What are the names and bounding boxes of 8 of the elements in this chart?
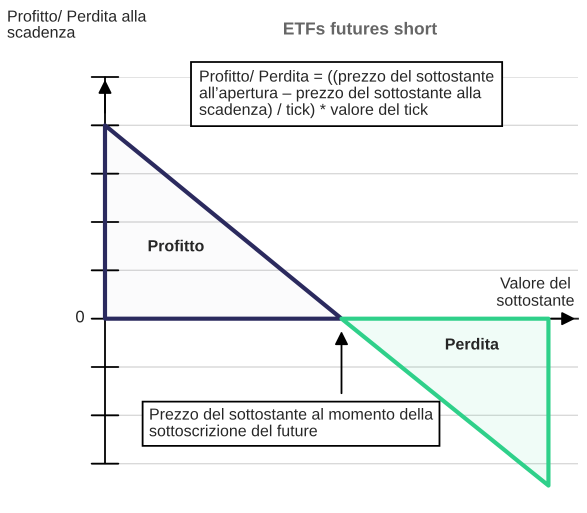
text: Profitto/ Perdita = ((prezzo del sottostante all’apertura – prezzo del sottostante alla scadenza) / tick) * valore del tick [199,70,494,118]
chart-title: ETFs futures short [284,22,437,35]
text: Profitto/ Perdita alla scadenza [7,10,146,38]
series-label: Profitto [148,240,204,252]
x-axis-title: Valore del sottostante [496,276,574,306]
annotation: Prezzo del sottostante al momento della sottoscrizione del future [149,408,434,436]
series-label: Perdita [446,338,500,350]
text: 0 [76,310,84,322]
